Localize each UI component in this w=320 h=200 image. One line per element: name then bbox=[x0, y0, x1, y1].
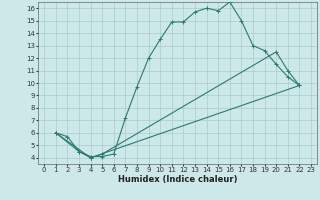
X-axis label: Humidex (Indice chaleur): Humidex (Indice chaleur) bbox=[118, 175, 237, 184]
